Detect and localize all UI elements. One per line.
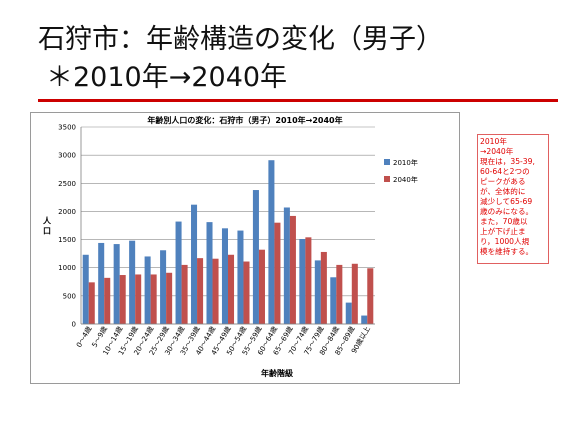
note-line: が、全体的に (480, 187, 526, 196)
y-axis-label: 人口 (43, 216, 52, 236)
note-line: また，70歳以 (480, 217, 528, 226)
note-line: 60-64と2つの (480, 167, 530, 176)
bar-series1 (206, 222, 213, 324)
legend: 2010年 2040年 (384, 158, 418, 184)
bar-series2 (258, 249, 265, 324)
slide-title: 石狩市：年齢構造の変化（男子） (38, 24, 443, 55)
bar-series2 (367, 268, 374, 324)
note-line: 上が下げ止ま (480, 227, 526, 236)
bar-series1 (283, 207, 290, 324)
chart-container: 年齢別人口の変化：石狩市（男子）2010年→2040年 人口 年齢階級 0 500… (30, 112, 460, 384)
bar-series2 (166, 272, 173, 324)
legend-label: 2010年 (393, 158, 418, 167)
bar-series1 (144, 256, 151, 324)
slide-subtitle: ＊2010年→2040年 (46, 62, 288, 93)
note-line: 歳のみになる。 (480, 207, 534, 216)
y-tick-label: 3000 (58, 152, 76, 160)
bar-series2 (351, 263, 358, 324)
bar-series1 (268, 160, 275, 324)
title-accent-bar (38, 99, 558, 102)
bar-series1 (129, 240, 136, 324)
note-line: →2040年 (480, 147, 514, 156)
bar-series2 (228, 254, 235, 324)
bar-series1 (237, 230, 244, 324)
legend-swatch (384, 159, 390, 165)
bar-series2 (305, 237, 312, 324)
bar-series1 (160, 250, 167, 324)
y-tick-label: 2000 (58, 208, 76, 216)
note-line: り，1000人規 (480, 237, 530, 246)
note-line: 2010年 (480, 137, 507, 146)
bar-series1 (345, 302, 352, 324)
y-tick-label: 0 (72, 321, 76, 329)
legend-swatch (384, 176, 390, 182)
bar-series2 (320, 251, 327, 324)
bar-series1 (314, 260, 321, 324)
bar-series2 (119, 275, 126, 324)
note-line: 減少して65-69 (480, 197, 533, 206)
bar-series1 (82, 254, 89, 324)
bar-series1 (299, 239, 306, 324)
annotation-note: 2010年 →2040年 現在は，35-39, 60-64と2つの ピークがある が、全体… (477, 134, 549, 264)
note-line: 模を維持する。 (480, 247, 534, 256)
bar-series1 (191, 204, 198, 324)
bar-series2 (197, 258, 204, 324)
y-tick-label: 1000 (58, 264, 76, 272)
bar-series1 (98, 242, 105, 324)
bar-series1 (113, 244, 120, 324)
legend-label: 2040年 (393, 175, 418, 184)
bar-series1 (175, 221, 182, 324)
bar-series2 (289, 215, 296, 324)
bar-series2 (181, 264, 188, 324)
y-tick-label: 2500 (58, 180, 76, 188)
bar-series2 (135, 274, 142, 324)
y-tick-label: 500 (63, 292, 76, 300)
note-line: 現在は，35-39, (480, 157, 535, 166)
note-line: ピークがある (480, 177, 526, 186)
bar-series2 (104, 277, 111, 324)
bar-series2 (88, 282, 95, 324)
chart-title: 年齢別人口の変化：石狩市（男子）2010年→2040年 (147, 115, 342, 125)
y-tick-label: 1500 (58, 236, 76, 244)
bar-series1 (221, 228, 228, 324)
x-axis-label: 年齢階級 (261, 368, 293, 378)
bar-series2 (274, 222, 281, 324)
bar-series1 (330, 277, 337, 324)
y-tick-label: 3500 (58, 124, 76, 132)
bar-series2 (150, 274, 157, 324)
bar-series2 (212, 258, 219, 324)
bar-series1 (361, 315, 368, 324)
bar-chart: 年齢別人口の変化：石狩市（男子）2010年→2040年 人口 年齢階級 0 500… (43, 115, 418, 378)
bar-series2 (336, 264, 343, 324)
bar-series1 (252, 190, 259, 324)
bar-series2 (243, 261, 250, 324)
